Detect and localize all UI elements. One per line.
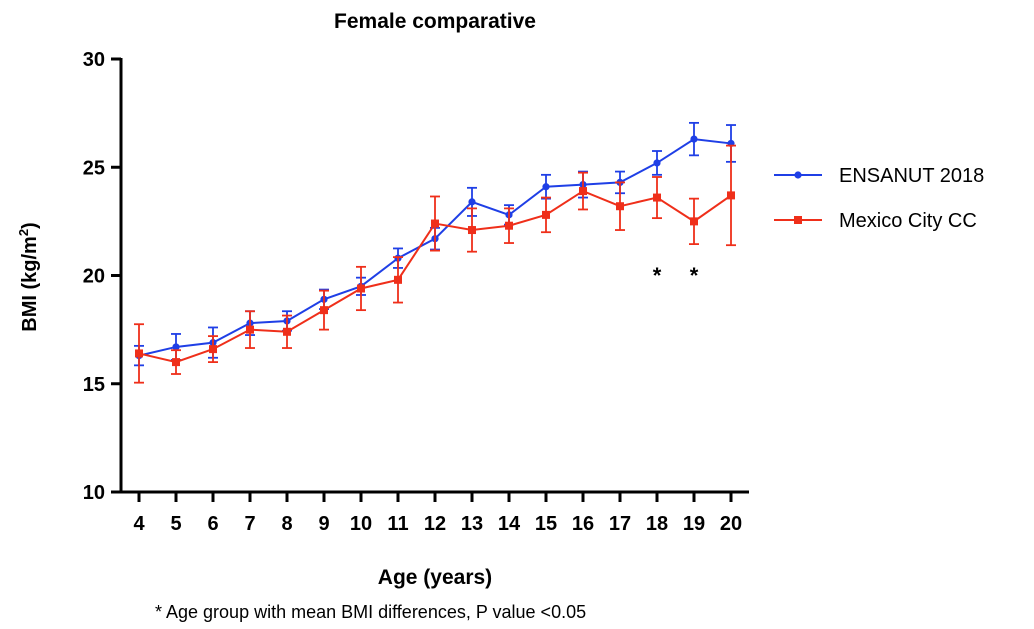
x-tick-label: 6: [207, 513, 218, 535]
data-point: [690, 135, 698, 143]
x-tick-label: 9: [318, 513, 329, 535]
x-tick-label: 15: [535, 513, 557, 535]
plot-area: * *: [134, 121, 736, 384]
legend: ENSANUT 2018 Mexico City CC: [774, 165, 984, 232]
data-point: [653, 159, 661, 167]
x-tick-label: 11: [387, 513, 408, 535]
data-point: [727, 191, 735, 200]
y-tick-label: 10: [83, 482, 105, 504]
x-tick-label: 16: [572, 513, 594, 535]
chart-title: Female comparative: [334, 10, 536, 33]
data-point: [135, 349, 143, 358]
legend-label: Mexico City CC: [839, 210, 977, 232]
data-point: [542, 210, 550, 219]
legend-item: ENSANUT 2018: [774, 165, 984, 187]
y-axis-label: BMI (kg/m2): [16, 222, 41, 331]
data-point: [246, 325, 254, 334]
data-point: [653, 193, 661, 202]
data-point: [209, 345, 217, 354]
data-point: [394, 275, 402, 284]
y-axis-label-tail: ): [19, 222, 41, 229]
x-tick-label: 5: [170, 513, 181, 535]
x-tick-label: 13: [461, 513, 483, 535]
data-point: [542, 183, 550, 191]
y-tick-label: 15: [83, 374, 105, 396]
data-point: [616, 202, 624, 211]
x-tick-label: 7: [244, 513, 255, 535]
data-point: [172, 358, 180, 367]
x-tick-label: 17: [609, 513, 631, 535]
x-tick-label: 18: [646, 513, 668, 535]
data-point: [172, 343, 180, 351]
x-tick-label: 20: [720, 513, 742, 535]
y-axis-label-main: BMI (kg/m: [19, 236, 41, 332]
significance-marker: *: [690, 263, 699, 288]
data-point: [468, 198, 476, 206]
y-tick-label: 25: [83, 157, 105, 179]
legend-marker: [794, 216, 802, 224]
data-point: [357, 284, 365, 293]
data-point: [505, 221, 513, 230]
data-point: [468, 226, 476, 235]
significance-marker: *: [653, 263, 662, 288]
x-tick-label: 4: [133, 513, 145, 535]
data-point: [431, 219, 439, 228]
series-mexico-city-cc: [134, 144, 736, 384]
data-point: [283, 327, 291, 336]
svg-text:BMI (kg/m2): BMI (kg/m2): [16, 222, 41, 331]
x-tick-label: 12: [424, 513, 446, 535]
data-point: [320, 306, 328, 315]
x-tick-label: 10: [350, 513, 372, 535]
y-tick-label: 20: [83, 266, 105, 288]
x-axis-label: Age (years): [378, 566, 492, 589]
axes: 10 15 20 25 30 4 5 6 7 8 9 10 11 12 13 14 15 16 17 18 19 20: [83, 49, 749, 535]
y-axis-label-sup: 2: [16, 229, 31, 236]
y-tick-label: 30: [83, 49, 105, 71]
legend-marker: [794, 171, 802, 179]
footnote: * Age group with mean BMI differences, P…: [155, 602, 586, 622]
x-tick-label: 8: [281, 513, 292, 535]
x-tick-label: 14: [498, 513, 521, 535]
data-point: [579, 187, 587, 196]
legend-item: Mexico City CC: [774, 210, 977, 232]
data-point: [690, 217, 698, 226]
x-tick-label: 19: [683, 513, 705, 535]
legend-label: ENSANUT 2018: [839, 165, 984, 187]
